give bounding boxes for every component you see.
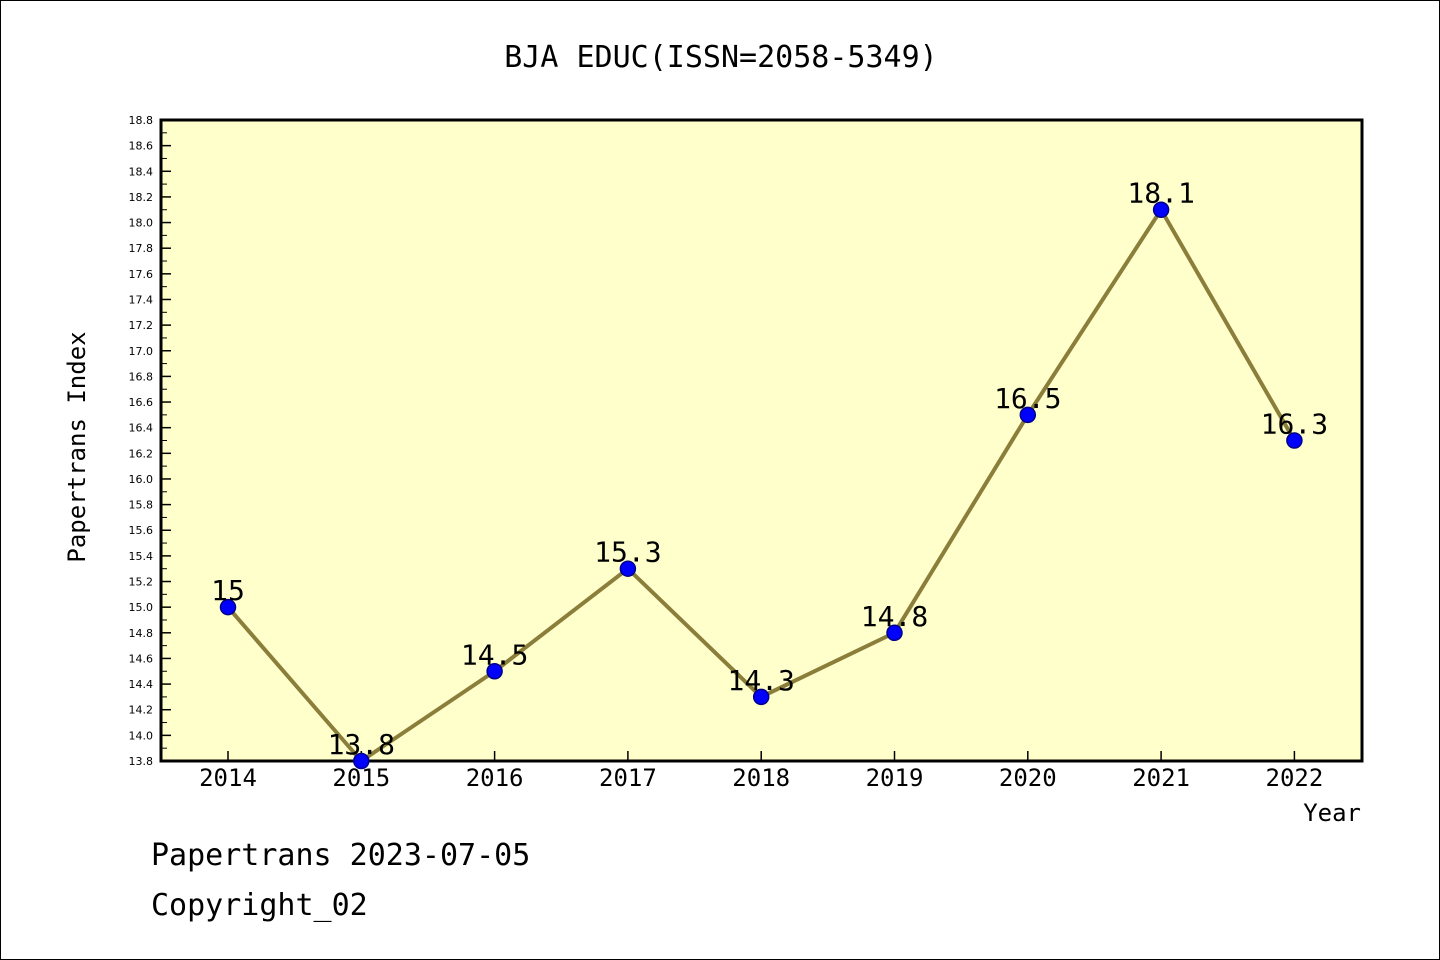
data-point	[752, 688, 770, 706]
data-point	[1019, 406, 1037, 424]
y-tick-label: 17.0	[129, 345, 154, 358]
data-point	[886, 624, 903, 642]
footer-date: Papertrans 2023-07-05	[151, 838, 530, 873]
y-axis-label: Papertrans Index	[63, 331, 91, 562]
y-tick-label: 18.8	[129, 114, 154, 127]
x-axis-label: Year	[1303, 799, 1361, 827]
y-tick-label: 17.6	[129, 268, 154, 281]
y-tick-label: 14.6	[129, 652, 154, 665]
y-tick-label: 16.6	[129, 396, 154, 409]
data-label: 13.8	[328, 728, 395, 761]
y-tick-label: 15.0	[129, 601, 154, 614]
y-tick-label: 15.4	[129, 550, 154, 563]
data-point	[219, 598, 237, 616]
y-tick-label: 18.2	[129, 191, 154, 204]
x-tick-label: 2016	[466, 764, 524, 792]
x-tick-label: 2022	[1266, 764, 1324, 792]
y-tick-label: 13.8	[129, 755, 154, 768]
y-tick-label: 18.4	[129, 165, 154, 178]
y-tick-label: 17.4	[129, 293, 154, 306]
y-tick-label: 16.8	[129, 370, 154, 383]
data-point	[353, 752, 370, 770]
y-tick-label: 17.8	[129, 242, 154, 255]
data-point	[1152, 201, 1170, 218]
footer-copyright: Copyright_02	[151, 888, 368, 923]
y-tick-label: 18.0	[129, 217, 154, 230]
x-tick-label: 2017	[599, 764, 657, 792]
data-label: 14.3	[727, 664, 794, 697]
data-point	[1286, 432, 1303, 449]
data-labels: 15 13.8 14.5 15.3 14.3 14.8 16.5 18.1 16.3	[211, 177, 1328, 761]
plot-area	[159, 118, 1364, 763]
y-tick-label: 15.2	[129, 576, 154, 589]
y-tick-label: 16.0	[129, 473, 154, 486]
y-tick-label: 16.2	[129, 447, 154, 460]
x-tick-label: 2021	[1132, 764, 1190, 792]
y-tick-label: 18.6	[129, 140, 154, 153]
y-axis: 13.8 14.0 14.2 14.4 14.6 14.8 15.0 15.2 15.4 15.6…	[129, 114, 171, 768]
data-label: 14.5	[461, 638, 528, 671]
data-label: 15.3	[594, 536, 661, 569]
data-points	[219, 201, 1303, 770]
data-label: 16.5	[994, 382, 1061, 415]
data-point	[486, 663, 503, 680]
y-tick-label: 14.2	[129, 704, 154, 717]
x-tick-label: 2014	[199, 764, 257, 792]
x-tick-label: 2020	[999, 764, 1057, 792]
x-tick-label: 2018	[732, 764, 790, 792]
chart-title: BJA EDUC(ISSN=2058-5349)	[504, 40, 937, 75]
y-tick-label: 16.4	[129, 422, 154, 435]
y-tick-label: 14.0	[129, 729, 154, 742]
data-label: 15	[211, 574, 245, 607]
data-label: 16.3	[1261, 408, 1328, 441]
y-tick-label: 14.8	[129, 627, 154, 640]
data-label: 18.1	[1127, 177, 1194, 210]
y-tick-label: 17.2	[129, 319, 154, 332]
x-axis: 2014 2015 2016 2017 2018 2019 2020 2021 2022	[199, 751, 1323, 792]
y-tick-label: 15.6	[129, 524, 154, 537]
data-label: 14.8	[861, 600, 928, 633]
y-tick-label: 14.4	[129, 678, 154, 691]
x-tick-label: 2019	[866, 764, 924, 792]
data-point	[619, 560, 637, 577]
y-tick-label: 15.8	[129, 499, 154, 512]
